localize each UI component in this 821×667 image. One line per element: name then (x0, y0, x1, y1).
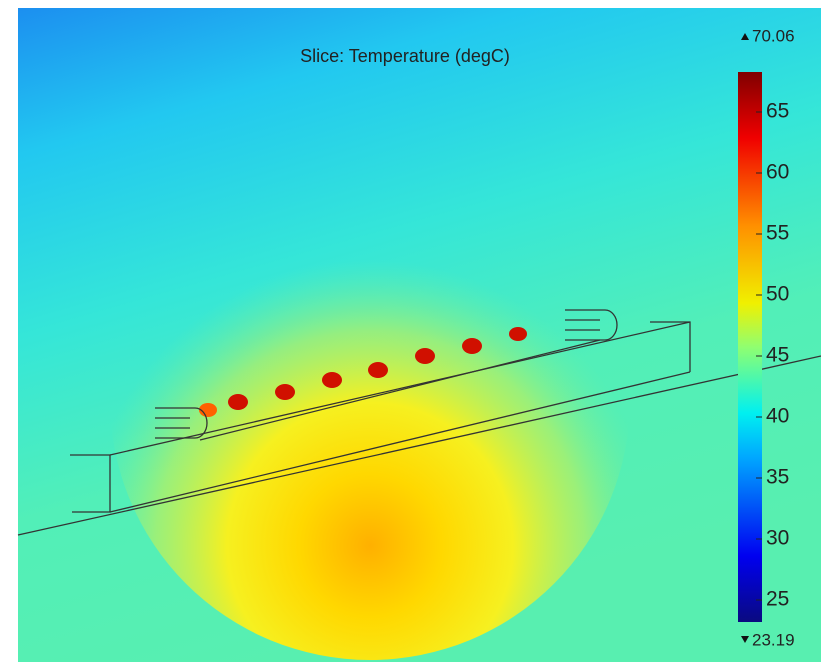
colorbar-tick-label: 35 (766, 466, 789, 489)
colorbar-tick-label: 45 (766, 344, 789, 367)
colorbar-tick-label: 30 (766, 527, 789, 550)
colorbar-max: 70.06 (752, 26, 795, 45)
slice-plot: Slice: Temperature (degC) 25 30 35 40 45 50 55… (0, 0, 821, 662)
colorbar-tick-label: 65 (766, 100, 789, 123)
colorbar-tick-label: 40 (766, 405, 789, 428)
heat-dome (110, 140, 630, 660)
colorbar-tick-label: 50 (766, 283, 789, 306)
plot-title: Slice: Temperature (degC) (300, 46, 510, 66)
colorbar-min: 23.19 (752, 630, 795, 649)
colorbar-tick-label: 25 (766, 588, 789, 611)
colorbar-tick-label: 55 (766, 222, 789, 245)
colorbar-tick-label: 60 (766, 161, 789, 184)
